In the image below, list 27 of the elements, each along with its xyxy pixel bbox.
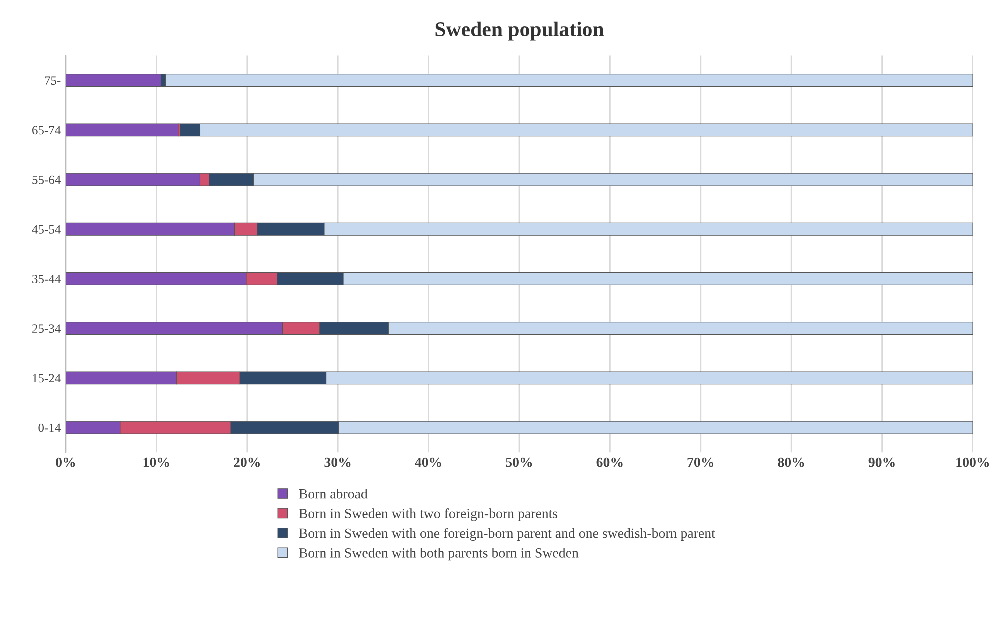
y-tick-label: 45-54 — [32, 226, 61, 234]
bar — [66, 74, 162, 88]
bar — [165, 74, 973, 88]
legend-label: Born in Sweden with two foreign-born parents — [299, 508, 558, 522]
x-tick-label: 80% — [778, 458, 804, 468]
y-tick-label: 25-34 — [32, 324, 61, 334]
x-tick-label: 10% — [144, 458, 170, 468]
y-tick-label: 65-74 — [32, 126, 61, 135]
legend-label: Born abroad — [299, 488, 368, 499]
bar — [66, 124, 179, 137]
x-tick-label: 90% — [868, 458, 895, 468]
x-tick-label: 0% — [56, 458, 76, 468]
y-tick-label: 35-44 — [32, 275, 61, 284]
chart-title: Sweden population — [436, 22, 604, 41]
y-tick-label: 15-24 — [33, 374, 61, 383]
legend-label: Born in Sweden with both parents born in Sweden — [299, 548, 579, 561]
x-tick-label: 50% — [506, 458, 532, 468]
x-tick-label: 20% — [234, 458, 260, 468]
x-tick-label: 30% — [324, 458, 351, 468]
legend-label: Born in Sweden with one foreign-born parent and one swedish-born parent — [299, 528, 716, 542]
x-tick-label: 40% — [415, 458, 442, 468]
y-tick-label: 75- — [45, 76, 61, 86]
y-tick-label: 55-64 — [32, 176, 61, 184]
x-tick-label: 100% — [956, 458, 990, 468]
y-tick-label: 0-14 — [38, 424, 61, 432]
x-tick-label: 70% — [688, 458, 714, 468]
x-tick-label: 60% — [596, 458, 623, 468]
